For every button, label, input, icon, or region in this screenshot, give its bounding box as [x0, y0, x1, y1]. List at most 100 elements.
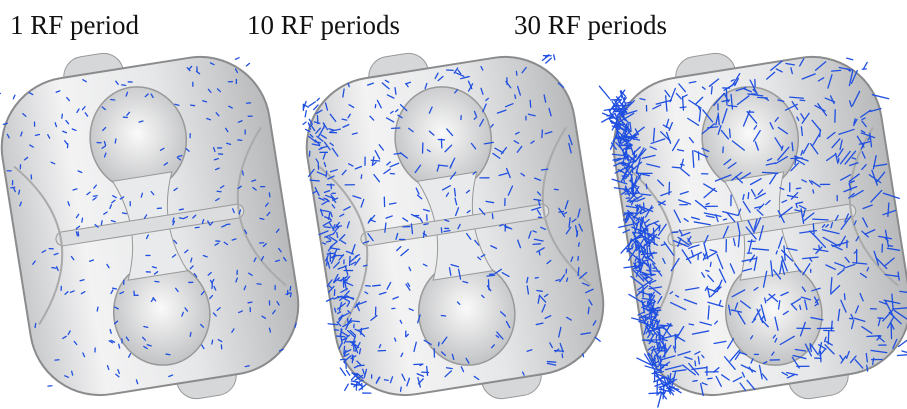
trajectory	[211, 284, 213, 288]
trajectory	[862, 69, 866, 70]
trajectory	[303, 104, 305, 110]
renders	[0, 27, 907, 409]
trajectory	[902, 349, 907, 357]
trajectory	[121, 339, 122, 343]
trajectory	[796, 188, 800, 189]
trajectory	[337, 233, 338, 238]
trajectory	[192, 82, 193, 86]
trajectory	[444, 231, 450, 232]
trajectory	[128, 81, 132, 82]
trajectory	[146, 271, 150, 272]
trajectory	[242, 171, 243, 175]
trajectory	[344, 384, 349, 390]
trajectory	[178, 156, 182, 157]
trajectory	[626, 198, 629, 199]
trajectory	[847, 57, 853, 60]
trajectory	[78, 232, 79, 236]
trajectory	[34, 122, 35, 126]
trajectory	[659, 329, 660, 335]
trajectory	[196, 67, 197, 71]
trajectory	[93, 196, 97, 197]
trajectory	[539, 252, 540, 255]
trajectory	[897, 353, 907, 357]
trajectory	[525, 116, 526, 120]
trajectory	[371, 375, 372, 378]
trajectory	[516, 71, 517, 75]
trajectory	[317, 98, 320, 100]
panel-label: 1 RF period	[10, 10, 140, 40]
trajectory	[219, 153, 223, 154]
trajectory	[134, 295, 138, 296]
trajectory	[426, 215, 427, 221]
trajectory	[810, 269, 811, 272]
trajectory	[515, 95, 516, 99]
trajectory	[392, 308, 395, 309]
trajectory	[318, 164, 319, 169]
trajectory	[247, 103, 251, 104]
trajectory	[375, 105, 376, 108]
trajectory	[11, 187, 15, 188]
trajectory	[304, 111, 307, 117]
trajectory	[609, 118, 614, 119]
trajectory	[624, 98, 625, 101]
trajectory	[445, 228, 449, 229]
trajectory	[363, 392, 371, 395]
trajectory	[189, 282, 193, 283]
figure: 1 RF period 10 RF periods 30 RF periods	[0, 0, 907, 409]
cavity-render	[592, 27, 907, 409]
trajectory	[648, 294, 651, 295]
trajectory	[269, 193, 270, 197]
trajectory	[228, 81, 232, 82]
trajectory	[708, 378, 713, 379]
trajectory	[332, 193, 335, 194]
trajectory	[20, 165, 21, 169]
trajectory	[351, 375, 356, 379]
trajectory	[287, 291, 288, 295]
trajectory	[347, 370, 350, 376]
trajectory	[660, 356, 661, 360]
trajectory	[353, 324, 354, 327]
trajectory	[60, 286, 61, 290]
trajectory	[218, 147, 222, 148]
trajectory	[134, 291, 135, 295]
trajectory	[248, 116, 252, 117]
cavity-render	[288, 29, 616, 409]
trajectory	[35, 135, 39, 136]
trajectory	[13, 95, 16, 99]
trajectory	[195, 227, 199, 228]
trajectory	[340, 367, 345, 376]
trajectory	[244, 130, 245, 134]
trajectory	[248, 302, 252, 303]
panel-label: 30 RF periods	[514, 10, 667, 40]
trajectory	[340, 329, 341, 334]
trajectory	[631, 188, 632, 192]
trajectory	[130, 202, 131, 206]
trajectory	[562, 354, 563, 358]
trajectory	[245, 366, 249, 367]
trajectory	[360, 380, 363, 381]
trajectory	[747, 253, 751, 254]
trajectory	[535, 277, 538, 278]
trajectory	[157, 208, 161, 209]
trajectory	[226, 224, 230, 225]
trajectory	[693, 381, 697, 382]
trajectory	[652, 323, 653, 329]
trajectory	[556, 280, 560, 281]
trajectory	[309, 102, 316, 106]
trajectory	[269, 301, 270, 305]
trajectory	[672, 232, 678, 233]
trajectory	[55, 359, 59, 360]
trajectory	[49, 248, 53, 249]
trajectory	[146, 255, 150, 256]
trajectory	[599, 85, 609, 100]
trajectory	[189, 134, 190, 138]
trajectory	[695, 361, 696, 366]
trajectory	[545, 58, 552, 63]
trajectory	[221, 345, 222, 349]
trajectory	[337, 226, 341, 227]
trajectory	[583, 354, 584, 357]
trajectory	[441, 228, 442, 233]
trajectory	[261, 186, 265, 187]
trajectory	[303, 122, 307, 124]
trajectory	[260, 242, 264, 243]
